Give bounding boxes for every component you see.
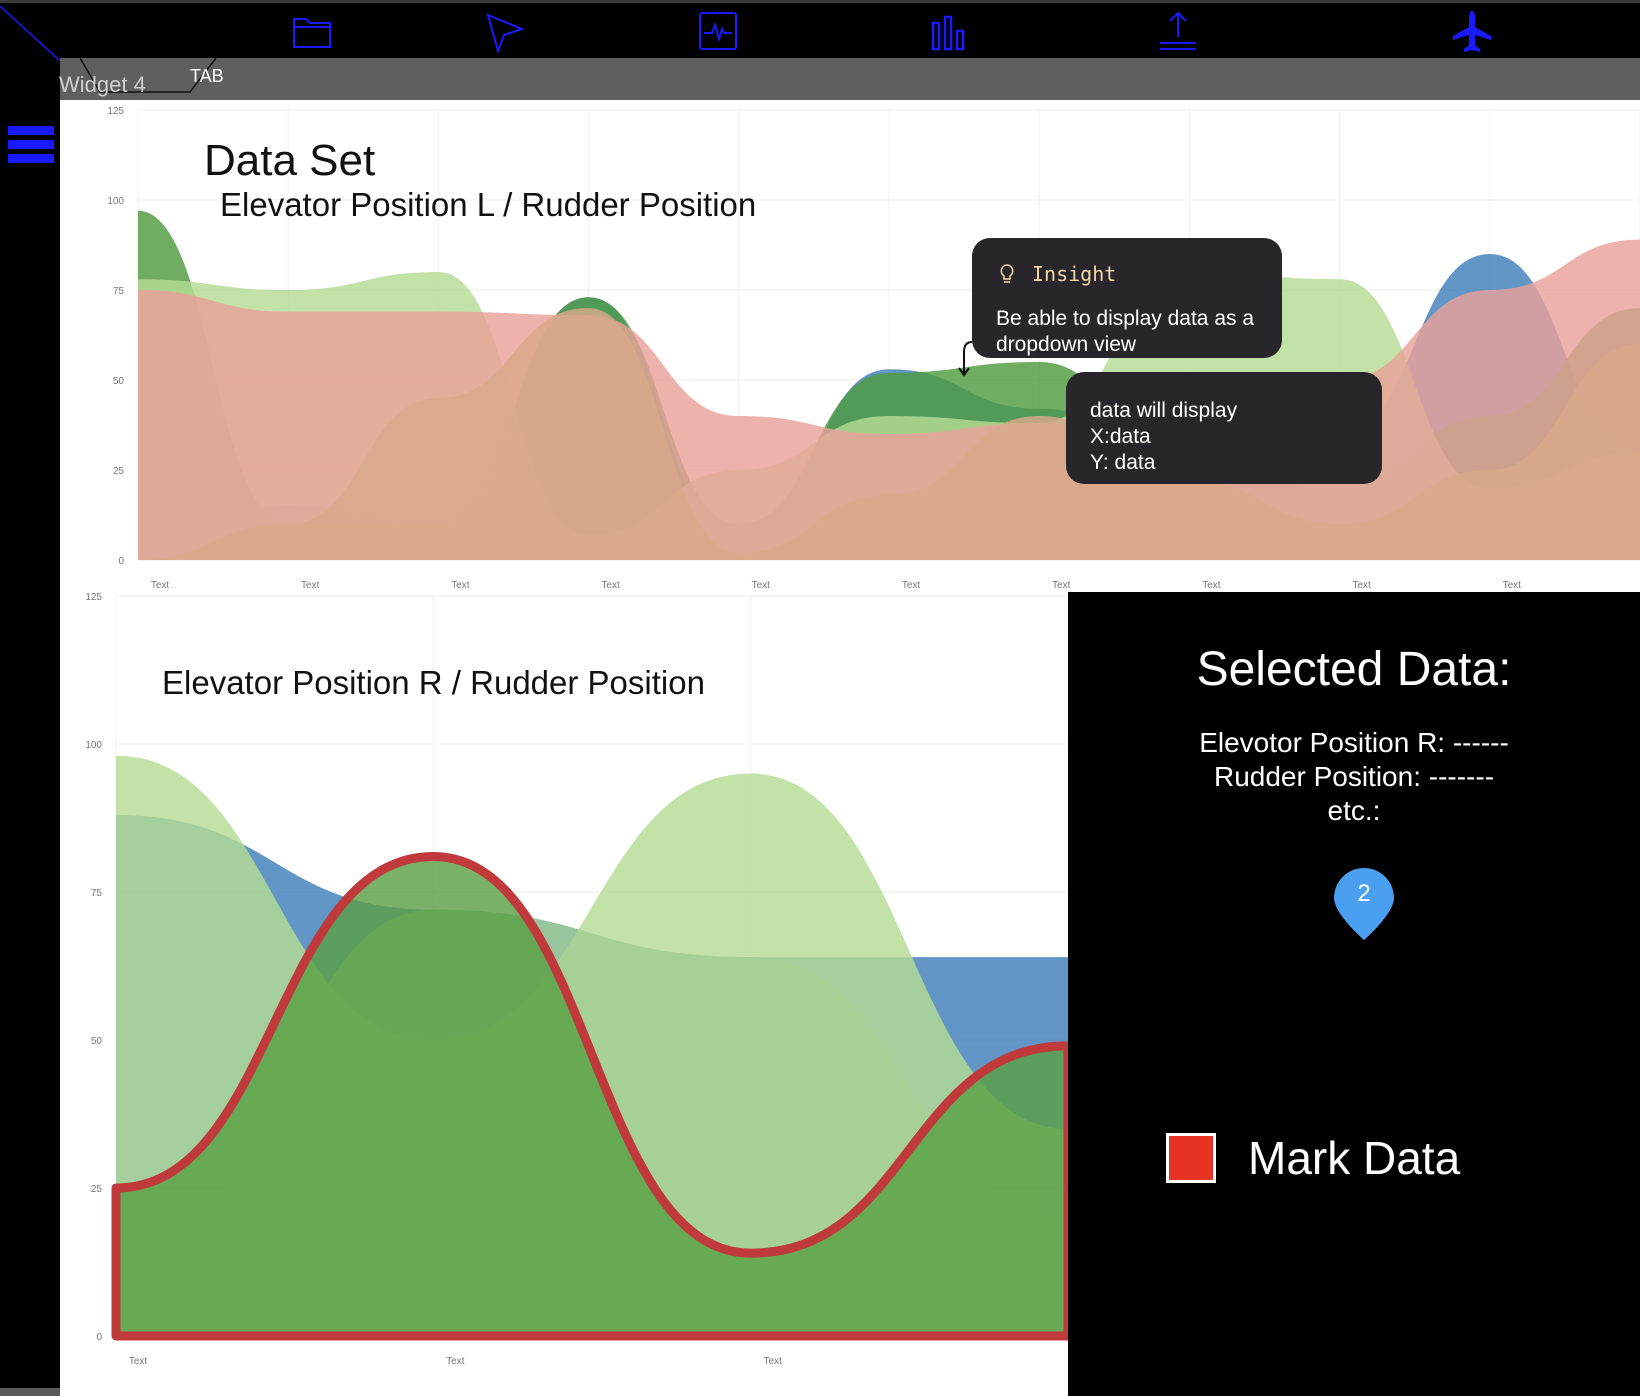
y-tick-label: 125 [85,592,102,603]
lightbulb-icon [1000,264,1014,283]
x-tick-label: Text [1202,580,1221,591]
mark-data-toggle[interactable]: Mark Data [1166,1128,1460,1188]
y-tick-label: 0 [118,556,124,567]
arrow-connector [958,341,973,377]
selected-title: Selected Data: [1196,643,1512,696]
hover-line: data will display [1090,399,1238,422]
selected-line: Elevotor Position R: ------ [1199,727,1509,758]
x-tick-label: Text [301,580,320,591]
y-tick-label: 25 [113,466,125,477]
insight-tooltip: Insight Be able to display data as a dro… [972,238,1282,358]
y-tick-label: 125 [107,106,124,117]
cursor-icon[interactable] [480,9,528,53]
chart-title: Data Set [204,136,376,185]
tab-label[interactable]: TAB [190,66,224,86]
upload-icon[interactable] [1154,9,1202,53]
series-area-4 [138,308,1640,560]
insight-body: Be able to display data as a dropdown vi… [996,307,1255,356]
x-tick-label: Text [446,1356,465,1367]
y-tick-label: 75 [91,888,103,899]
insight-heading-text: Insight [1032,262,1117,286]
chart-title-bottom: Elevator Position R / Rudder Position [162,664,705,701]
x-tick-label: Text [601,580,620,591]
x-tick-label: Text [129,1356,148,1367]
bar-chart-icon[interactable] [924,9,972,53]
corner-divider [0,5,60,61]
selected-lines: Elevotor Position R: ------ Rudder Posit… [1068,726,1640,828]
top-toolbar [0,0,1640,61]
y-tick-label: 100 [85,740,102,751]
y-tick-label: 0 [96,1332,102,1343]
x-tick-label: Text [902,580,921,591]
series-area-3 [111,851,1068,1341]
y-tick-label: 75 [113,286,125,297]
y-tick-label: 50 [113,376,125,387]
x-tick-label: Text [151,580,170,591]
hover-line: Y: data [1090,451,1156,474]
selected-line: Rudder Position: ------- [1213,761,1495,792]
hover-line: X:data [1090,425,1151,448]
hover-tooltip: data will display X:data Y: data [1066,372,1382,484]
airplane-icon[interactable] [1448,9,1496,53]
y-tick-label: 100 [107,196,124,207]
tab-outline [80,58,217,93]
monitor-icon[interactable] [694,9,742,53]
menu-icon[interactable] [8,126,54,170]
x-tick-label: Text [752,580,771,591]
map-pin-icon[interactable]: 2 [1332,866,1396,942]
x-tick-label: Text [1503,580,1522,591]
sidebar [0,100,60,1396]
hover-tooltip-text: data will display X:data Y: data [1090,398,1237,476]
tab-strip: TAB [60,58,1640,100]
x-tick-label: Text [763,1356,782,1367]
widget-label: Widget 4 [59,72,146,97]
y-tick-label: 25 [91,1184,103,1195]
selected-line: etc.: [1327,795,1381,826]
folder-icon[interactable] [288,9,336,53]
mark-data-checkbox[interactable] [1166,1133,1216,1183]
y-tick-label: 50 [91,1036,103,1047]
pin-count: 2 [1357,880,1371,907]
selected-data-panel: Selected Data: Elevotor Position R: ----… [1068,592,1640,1396]
chart-subtitle: Elevator Position L / Rudder Position [220,186,757,223]
x-tick-label: Text [1052,580,1071,591]
insight-heading: Insight [996,262,1116,286]
x-tick-label: Text [1352,580,1371,591]
chart-panel-top: 0 25 50 75 100 125 Text Text Text Text Text Text Tex… [60,100,1640,592]
x-tick-label: Text [451,580,470,591]
scrollbar-strip[interactable] [0,1388,60,1396]
mark-data-label: Mark Data [1248,1132,1461,1184]
